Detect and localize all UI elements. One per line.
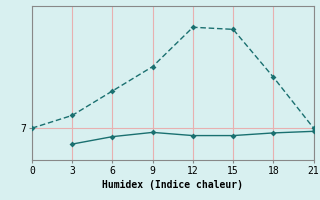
X-axis label: Humidex (Indice chaleur): Humidex (Indice chaleur): [102, 180, 243, 190]
